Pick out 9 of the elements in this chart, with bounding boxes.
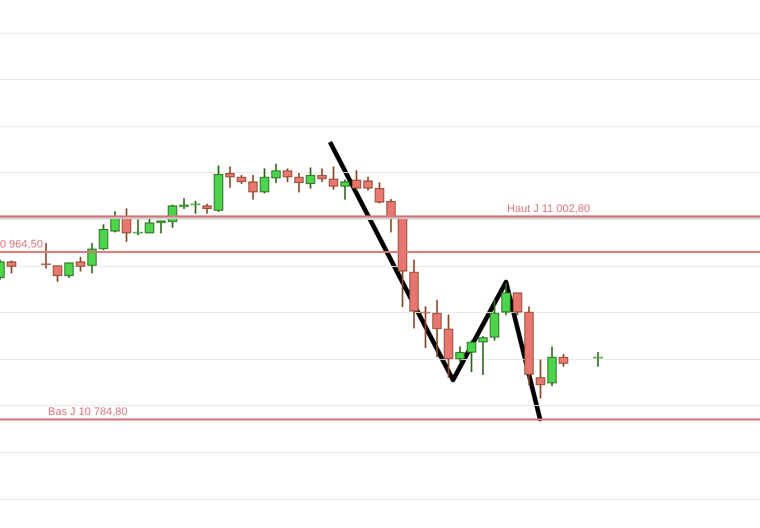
candlestick bbox=[536, 360, 546, 398]
ref-line-label: Haut J 11 002,80 bbox=[507, 202, 590, 215]
candlestick bbox=[190, 200, 200, 214]
annotation: 0 964,50 bbox=[0, 238, 43, 251]
candlestick bbox=[225, 166, 235, 188]
candlestick bbox=[593, 352, 603, 367]
candlestick bbox=[478, 336, 488, 375]
candlestick bbox=[133, 220, 143, 236]
ref-line-label: Bas J 10 784,80 bbox=[48, 406, 128, 418]
